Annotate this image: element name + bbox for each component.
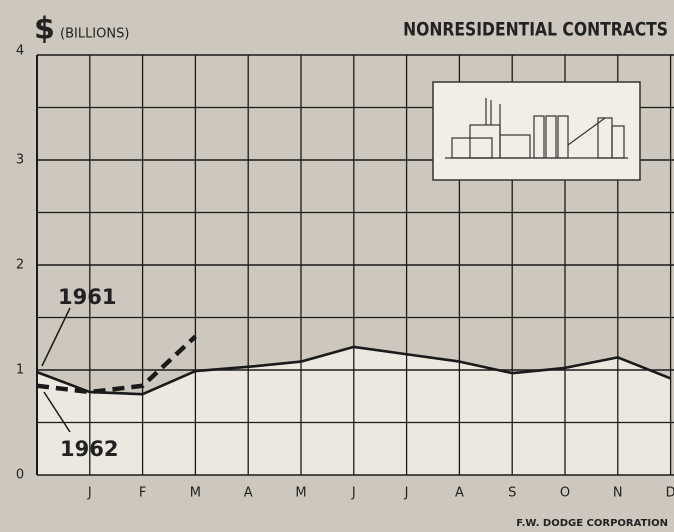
series-label: 1961 <box>58 285 116 309</box>
y-tick-label: 0 <box>16 468 24 483</box>
y-tick-label: 1 <box>16 363 24 378</box>
x-tick-label: M <box>295 486 306 501</box>
y-tick-label: 4 <box>16 44 24 59</box>
x-tick-label: F <box>139 486 146 501</box>
x-tick-label: O <box>560 486 570 501</box>
x-tick-label: J <box>404 486 409 501</box>
x-tick-label: J <box>351 486 356 501</box>
y-tick-label: 3 <box>16 153 24 168</box>
chart: 0 1 2 3 4 J F M A M J J A S O N D $ (BILLIONS) NONRESIDE… <box>0 0 674 532</box>
y-tick-label: 2 <box>16 258 24 273</box>
chart-title: NONRESIDENTIAL CONTRACTS <box>403 19 668 41</box>
x-tick-label: N <box>613 486 623 501</box>
x-tick-label: M <box>190 486 201 501</box>
series-label: 1962 <box>60 437 118 461</box>
y-label-symbol: $ <box>34 12 55 47</box>
inset-illustration <box>433 82 640 180</box>
x-tick-label: A <box>244 486 253 501</box>
x-tick-label: J <box>87 486 92 501</box>
source: F.W. DODGE CORPORATION <box>516 518 668 529</box>
y-label: (BILLIONS) <box>60 27 129 42</box>
x-tick-label: S <box>508 486 516 501</box>
x-tick-label: D <box>666 486 674 501</box>
x-tick-label: A <box>455 486 464 501</box>
